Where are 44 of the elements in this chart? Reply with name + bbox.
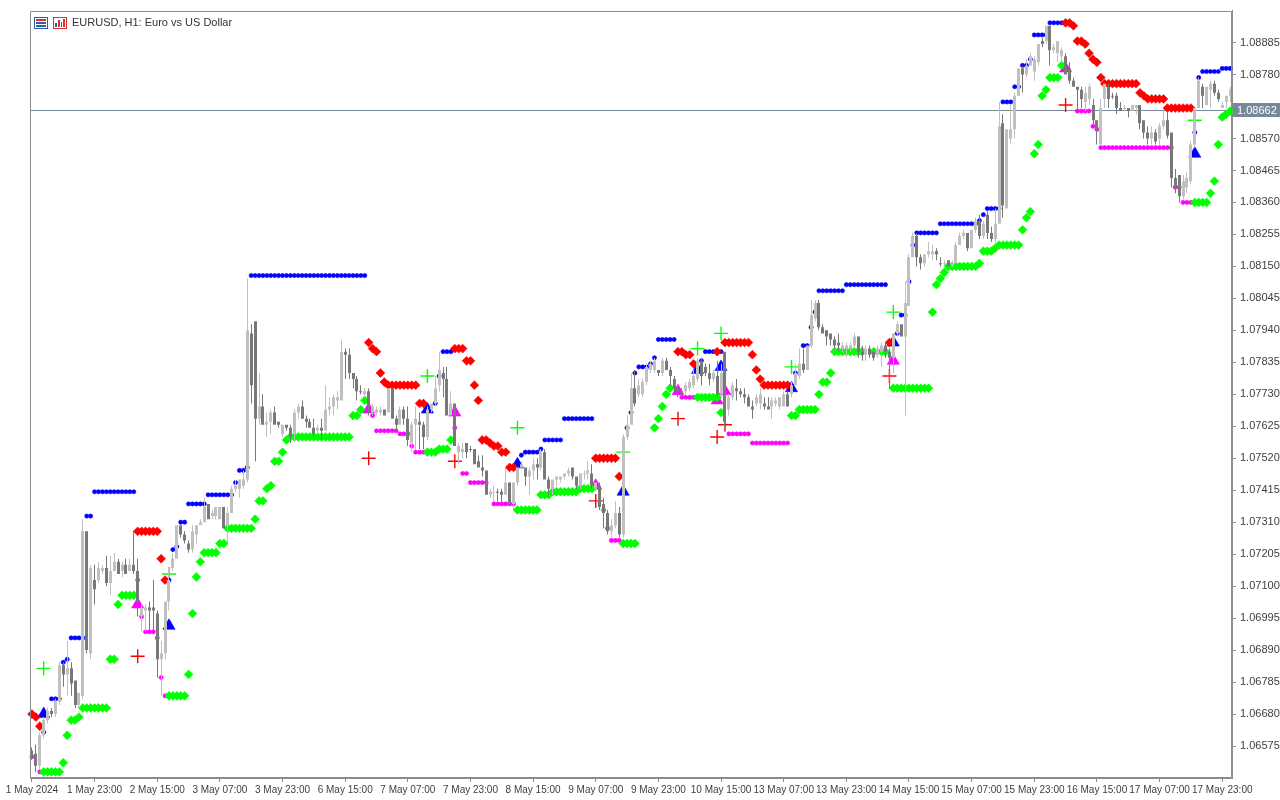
y-tick-label: 1.07100	[1240, 579, 1280, 592]
y-tick-label: 1.07625	[1240, 419, 1280, 432]
x-tick-label: 9 May 23:00	[630, 783, 687, 795]
y-tick-label: 1.08780	[1240, 67, 1280, 80]
x-tick-label: 7 May 23:00	[442, 783, 499, 795]
x-tick-label: 8 May 15:00	[505, 783, 562, 795]
x-tick-label: 7 May 07:00	[380, 783, 436, 795]
x-tick-label: 9 May 07:00	[568, 783, 624, 795]
y-tick-label: 1.07415	[1240, 483, 1280, 496]
x-tick-label: 1 May 2024	[5, 783, 59, 795]
x-tick-label: 17 May 23:00	[1191, 783, 1253, 795]
x-tick-label: 2 May 15:00	[129, 783, 186, 795]
y-tick-label: 1.06575	[1240, 739, 1280, 752]
y-tick-label: 1.08045	[1240, 291, 1280, 304]
y-tick-label: 1.08255	[1240, 227, 1280, 240]
y-tick-label: 1.08150	[1240, 259, 1280, 272]
y-tick-label: 1.06680	[1240, 707, 1280, 720]
x-tick-label: 13 May 23:00	[816, 783, 878, 795]
x-tick-label: 1 May 23:00	[67, 783, 123, 795]
x-tick-label: 15 May 23:00	[1003, 783, 1066, 795]
y-tick-label: 1.07835	[1240, 355, 1280, 368]
y-tick-label: 1.08465	[1240, 163, 1280, 176]
y-tick-label: 1.06785	[1240, 675, 1280, 688]
y-tick-label: 1.06890	[1240, 643, 1280, 656]
y-tick-label: 1.08360	[1240, 195, 1280, 208]
y-tick-label: 1.07940	[1240, 323, 1280, 336]
x-tick-label: 13 May 07:00	[753, 783, 815, 795]
y-tick-label: 1.08570	[1240, 131, 1280, 144]
x-tick-label: 17 May 07:00	[1129, 783, 1191, 795]
text: EURUSD, H1: Euro vs US Dollar	[72, 16, 233, 29]
y-tick-label: 1.07205	[1240, 547, 1280, 560]
y-tick-label: 1.08885	[1240, 35, 1280, 48]
y-tick-label: 1.07310	[1240, 515, 1280, 528]
x-tick-label: 6 May 15:00	[317, 783, 374, 795]
x-tick-label: 3 May 07:00	[192, 783, 248, 795]
y-tick-label: 1.07730	[1240, 387, 1280, 400]
x-tick-label: 10 May 15:00	[690, 783, 752, 795]
y-tick-label: 1.07520	[1240, 451, 1280, 464]
x-tick-label: 14 May 15:00	[878, 783, 940, 795]
ref-line-label: 1.08662	[1237, 103, 1277, 116]
y-tick-label: 1.06995	[1240, 611, 1280, 624]
x-tick-label: 16 May 15:00	[1066, 783, 1128, 795]
x-tick-label: 3 May 23:00	[255, 783, 311, 795]
x-tick-label: 15 May 07:00	[941, 783, 1003, 795]
